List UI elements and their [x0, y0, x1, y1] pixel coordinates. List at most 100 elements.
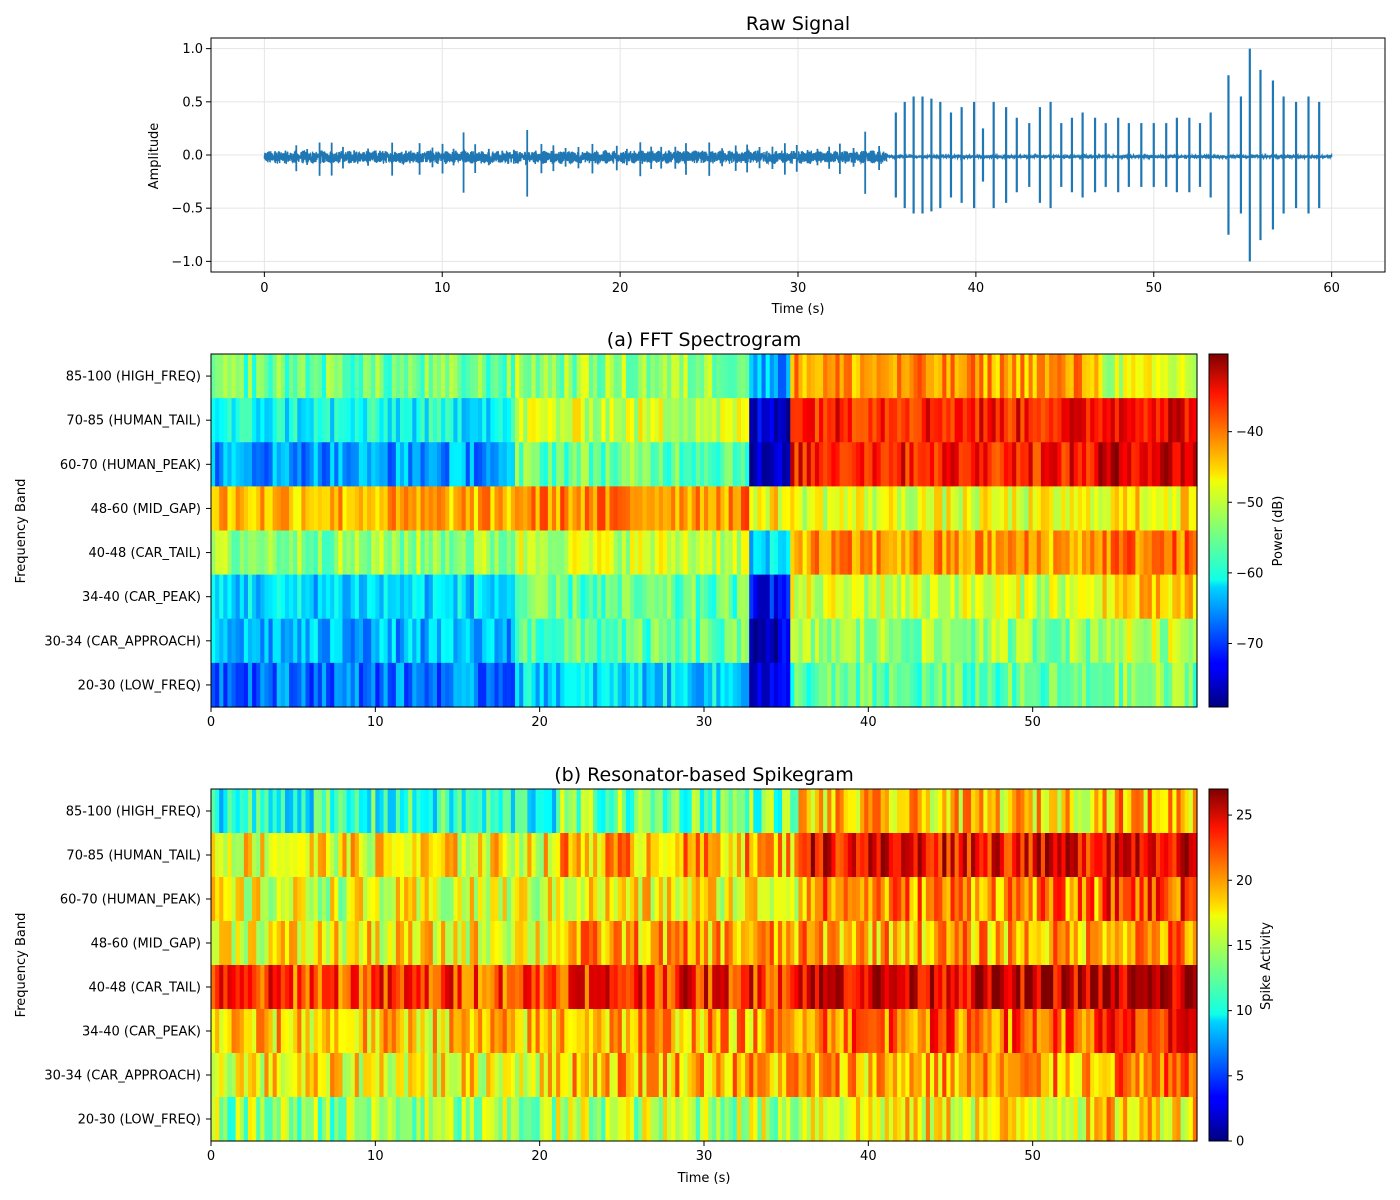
spikegram-cell	[399, 1053, 405, 1098]
spikegram-cell	[1044, 789, 1050, 834]
spikegram-cell	[309, 833, 315, 878]
spikegram-cell	[642, 877, 648, 922]
spikegram-cell	[847, 1009, 853, 1054]
fft-spectrogram-cell	[305, 662, 311, 708]
spikegram-cell	[995, 877, 1001, 922]
fft-spectrogram-cell	[1049, 530, 1054, 576]
spikegram-cell	[547, 1053, 553, 1098]
spikegram-cell	[634, 833, 639, 878]
spikegram-cell	[416, 965, 422, 1010]
fft-spectrogram-cell	[576, 354, 582, 399]
fft-spectrogram-cell	[658, 442, 664, 487]
fft-spectrogram-cell	[1102, 398, 1108, 443]
spikegram-cell	[445, 1097, 450, 1142]
fft-spectrogram-cell	[313, 530, 319, 576]
fft-spectrogram-cell	[1016, 354, 1021, 399]
spikegram-cell	[625, 1009, 631, 1054]
fft-spectrogram-cell	[823, 574, 828, 620]
fft-spectrogram-cell	[613, 442, 619, 487]
fft-spectrogram-cell	[888, 354, 894, 399]
fft-spectrogram-cell	[934, 662, 939, 708]
fft-spectrogram-cell	[991, 486, 997, 532]
spikegram-cell	[551, 965, 557, 1010]
fft-spectrogram-cell	[317, 530, 323, 576]
fft-spectrogram-cell	[1077, 574, 1083, 620]
fft-spectrogram-cell	[654, 530, 660, 576]
fft-spectrogram-cell	[1086, 486, 1091, 532]
spikegram-cell	[925, 789, 931, 834]
fft-spectrogram-cell	[954, 618, 960, 664]
fft-spectrogram-cell	[617, 398, 623, 443]
fft-spectrogram-cell	[662, 486, 668, 532]
spikegram-cell	[588, 1009, 594, 1054]
fft-spectrogram-cell	[1090, 618, 1095, 664]
fft-spectrogram-cell	[1184, 618, 1190, 664]
fft-spectrogram-cell	[835, 530, 841, 576]
spikegram-cell	[428, 921, 434, 966]
spikegram-cell	[1143, 833, 1149, 878]
fft-spectrogram-cell	[1098, 574, 1104, 620]
spikegram-cell	[782, 1009, 787, 1054]
fft-spectrogram-cell	[667, 398, 672, 443]
spikegram-cell	[1192, 833, 1198, 878]
spikegram-cell	[1147, 921, 1153, 966]
fft-spectrogram-cell	[391, 618, 397, 664]
spikegram-cell	[334, 921, 339, 966]
fft-spectrogram-cell	[634, 530, 639, 576]
spikegram-cell	[391, 833, 397, 878]
fft-spectrogram-cell	[523, 530, 528, 576]
spikegram-cell	[609, 1009, 615, 1054]
spikegram-cell	[1069, 789, 1075, 834]
spikegram-cell	[1040, 877, 1046, 922]
spikegram-cell	[321, 833, 327, 878]
spikegram-cell	[991, 1097, 997, 1142]
spikegram-cell	[740, 965, 746, 1010]
spikegram-cell	[1164, 1097, 1169, 1142]
spikegram-cell	[650, 833, 656, 878]
fft-spectrogram-cell	[243, 574, 249, 620]
spikegram-cell	[593, 1097, 598, 1142]
spikegram-cell	[724, 1097, 730, 1142]
spikegram-cell	[1123, 1053, 1128, 1098]
spikegram-cell	[580, 1097, 586, 1142]
fft-spectrogram-cell	[1106, 486, 1112, 532]
fft-spectrogram-cell	[564, 662, 570, 708]
fft-spectrogram-cell	[482, 574, 487, 620]
fft-spectrogram-cell	[1012, 618, 1017, 664]
fft-spectrogram-cell	[588, 354, 594, 399]
fft-spectrogram-cell	[814, 662, 820, 708]
spikegram-cell	[617, 833, 623, 878]
spikegram-cell	[913, 921, 919, 966]
fft-spectrogram-cell	[580, 398, 586, 443]
spikegram-cell	[662, 833, 668, 878]
fft-spectrogram-cell	[1016, 398, 1021, 443]
spikegram-cell	[1135, 833, 1141, 878]
spikegram-cell	[872, 1097, 878, 1142]
spikegram-cell	[802, 1097, 808, 1142]
fft-spectrogram-cell	[884, 442, 890, 487]
fft-spectrogram-cell	[790, 530, 795, 576]
spikegram-cell	[847, 877, 853, 922]
spikegram-cell	[412, 877, 418, 922]
spikegram-cell	[535, 1097, 541, 1142]
spikegram-cell	[691, 789, 697, 834]
spikegram-cell	[469, 1053, 475, 1098]
spikegram-cell	[740, 833, 746, 878]
fft-spectrogram-cell	[753, 530, 759, 576]
spikegram-cell	[264, 921, 270, 966]
fft-spectrogram-cell	[897, 574, 902, 620]
fft-spectrogram-cell	[667, 354, 672, 399]
spikegram-cell	[617, 921, 623, 966]
fft-spectrogram-cell	[934, 354, 939, 399]
spikegram-cell	[695, 921, 701, 966]
fft-spectrogram-cell	[1036, 530, 1042, 576]
spikegram-cell	[679, 833, 685, 878]
fft-spectrogram-cell	[383, 574, 389, 620]
spikegram-cell	[860, 1009, 865, 1054]
spikegram-cell	[695, 1053, 701, 1098]
spikegram-cell	[860, 789, 865, 834]
fft-spectrogram-cell	[1012, 398, 1017, 443]
spikegram-cell	[601, 921, 606, 966]
fft-spectrogram-cell	[835, 354, 841, 399]
spikegram-cell	[391, 877, 397, 922]
